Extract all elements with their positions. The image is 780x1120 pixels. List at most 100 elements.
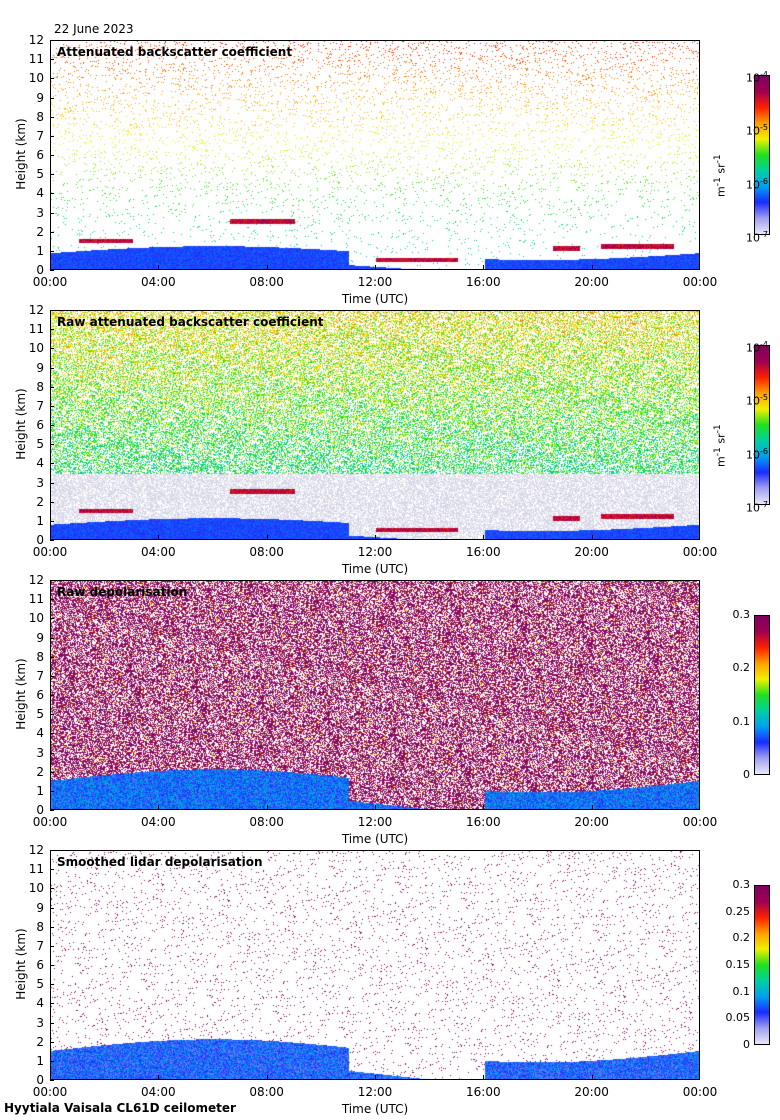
y-tick-mark [50, 926, 54, 928]
colorbar-tick-label: 0.15 [725, 958, 751, 971]
x-tick-label: 00:00 [682, 815, 718, 829]
x-tick-label: 20:00 [574, 815, 609, 829]
x-tick-label: 08:00 [249, 545, 284, 559]
y-tick-label: 5 [36, 707, 44, 722]
x-tick-mark [483, 1075, 485, 1080]
x-tick-mark [699, 805, 700, 810]
colorbar-tick-label: 10-7 [746, 229, 768, 244]
y-tick-mark [50, 984, 54, 986]
x-tick-label: 00:00 [32, 545, 68, 559]
x-tick-mark [50, 805, 51, 810]
x-tick-mark [158, 535, 160, 540]
x-tick-label: 20:00 [574, 545, 609, 559]
y-tick-mark [50, 135, 54, 137]
y-tick-label: 1 [36, 783, 44, 798]
colorbar-tick-exponent: -4 [760, 340, 768, 349]
y-tick-label: 7 [36, 128, 44, 143]
y-tick-label: 4 [36, 186, 44, 201]
y-tick-mark [50, 907, 54, 909]
x-tick-mark [591, 265, 593, 270]
colorbar-tick-label: 0.3 [732, 608, 751, 621]
y-tick-mark [50, 405, 54, 407]
y-tick-mark [50, 310, 54, 311]
x-tick-mark [483, 535, 485, 540]
y-tick-mark [50, 790, 54, 792]
colorbar-tick-exponent: -6 [760, 176, 768, 186]
colorbar-tick-label: 10-6 [746, 446, 768, 461]
y-tick-mark [50, 386, 54, 388]
y-tick-mark [50, 618, 54, 620]
y-axis-label: Height (km) [14, 928, 28, 1000]
y-tick-mark [50, 675, 54, 677]
y-tick-label: 9 [36, 360, 44, 375]
x-tick-label: 12:00 [357, 815, 393, 829]
y-tick-label: 1 [36, 1053, 44, 1068]
x-tick-mark [375, 535, 376, 540]
panel-title: Smoothed lidar depolarisation [57, 855, 263, 869]
y-tick-label: 11 [28, 322, 44, 337]
y-tick-mark [50, 637, 54, 639]
y-tick-label: 12 [28, 33, 44, 47]
y-axis-label: Height (km) [14, 658, 28, 730]
y-tick-label: 6 [36, 418, 44, 432]
x-tick-label: 16:00 [466, 1085, 501, 1099]
y-tick-label: 1 [36, 243, 44, 258]
heatmap-canvas [51, 581, 699, 809]
y-tick-label: 8 [36, 919, 44, 934]
x-tick-label: 08:00 [249, 275, 284, 289]
x-tick-mark [699, 535, 700, 540]
y-tick-mark [50, 540, 54, 541]
colorbar-tick-exponent: -7 [760, 230, 768, 239]
x-tick-label: 08:00 [249, 1085, 284, 1099]
y-tick-mark [50, 1003, 54, 1005]
colorbar-unit-label: m-1 sr-1 [712, 154, 728, 197]
colorbar-tick-base: 10 [746, 448, 761, 462]
date-label: 22 June 2023 [54, 22, 134, 36]
heatmap-plot-area: Raw depolarisation [50, 580, 700, 810]
y-tick-label: 9 [36, 630, 44, 645]
x-tick-mark [158, 805, 160, 810]
y-tick-label: 3 [36, 1015, 44, 1030]
colorbar-tick-label: 0.3 [732, 878, 751, 891]
y-tick-label: 10 [28, 611, 44, 626]
x-tick-mark [50, 535, 51, 540]
chart-panel-2: Raw attenuated backscatter coefficient 0 1… [0, 304, 780, 580]
y-tick-mark [50, 97, 54, 99]
colorbar [754, 615, 770, 775]
y-tick-label: 5 [36, 167, 44, 182]
colorbar-tick-label: 0 [743, 1038, 750, 1051]
y-tick-mark [50, 580, 54, 581]
y-tick-mark [50, 599, 54, 601]
y-tick-label: 3 [36, 475, 44, 490]
y-axis-label: Height (km) [14, 388, 28, 460]
y-tick-mark [50, 270, 54, 271]
x-tick-mark [266, 805, 268, 810]
colorbar-tick-base: 10 [746, 71, 761, 85]
x-axis-label: Time (UTC) [341, 832, 409, 846]
heatmap-canvas [51, 311, 699, 539]
x-tick-mark [591, 805, 593, 810]
y-tick-label: 0 [36, 1073, 44, 1087]
y-tick-mark [50, 771, 54, 773]
heatmap-canvas [51, 41, 699, 269]
colorbar-tick-label: 10-5 [746, 392, 768, 407]
y-tick-mark [50, 810, 54, 811]
y-tick-mark [50, 752, 54, 754]
colorbar-tick-base: 10 [746, 124, 761, 138]
y-tick-mark [50, 463, 54, 465]
colorbar-tick-label: 10-6 [746, 176, 768, 191]
colorbar-unit-label: m-1 sr-1 [712, 424, 728, 467]
y-tick-mark [50, 59, 54, 61]
chart-panel-3: Raw depolarisation 0 1 2 3 4 5 6 7 8 9 10 11 12 00:00 0… [0, 574, 780, 850]
y-tick-mark [50, 212, 54, 214]
x-tick-mark [483, 265, 485, 270]
panel-title: Raw attenuated backscatter coefficient [57, 315, 324, 329]
x-tick-label: 08:00 [249, 815, 284, 829]
colorbar-tick-label: 0.2 [732, 661, 751, 675]
y-tick-mark [50, 348, 54, 350]
y-tick-label: 0 [36, 803, 44, 817]
x-tick-mark [375, 805, 376, 810]
x-tick-label: 00:00 [682, 545, 718, 559]
y-tick-label: 6 [36, 958, 44, 972]
x-tick-label: 00:00 [32, 1085, 68, 1099]
